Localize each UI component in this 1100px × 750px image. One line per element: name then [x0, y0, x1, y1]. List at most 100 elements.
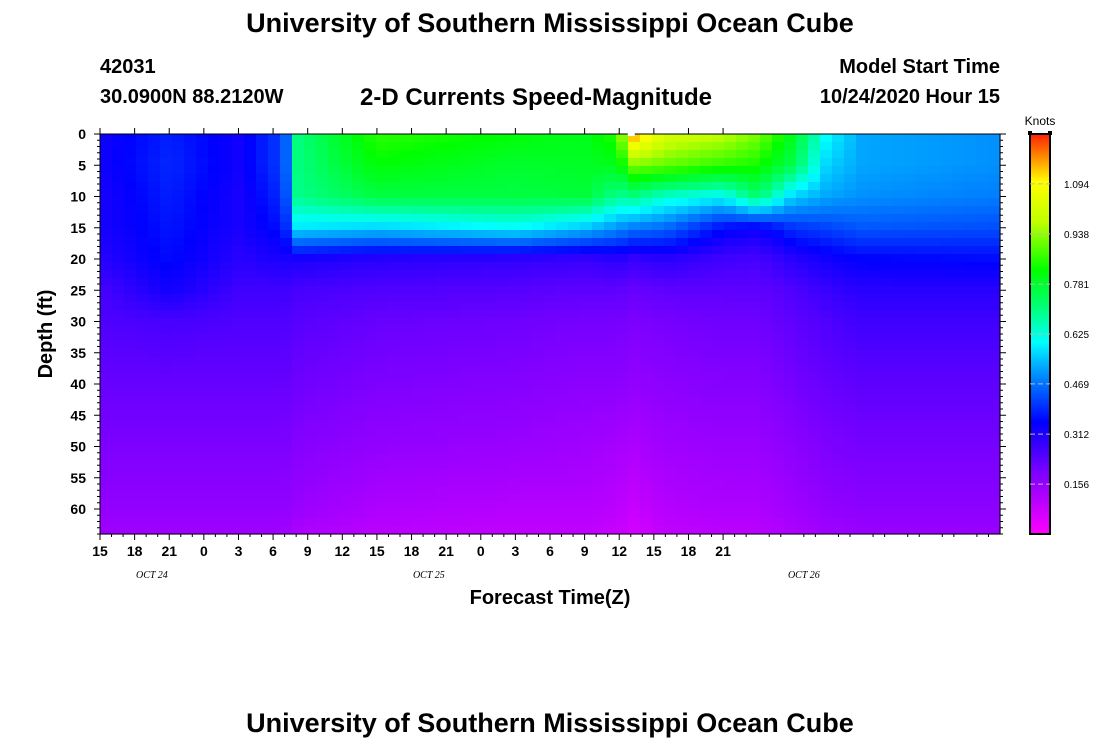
- heatmap-cell: [616, 342, 629, 351]
- heatmap-cell: [496, 502, 509, 511]
- heatmap-cell: [520, 238, 533, 247]
- heatmap-cell: [520, 198, 533, 207]
- heatmap-cell: [136, 526, 149, 535]
- heatmap-cell: [712, 254, 725, 263]
- heatmap-cell: [220, 166, 233, 175]
- heatmap-cell: [388, 342, 401, 351]
- heatmap-cell: [904, 198, 917, 207]
- heatmap-cell: [412, 174, 425, 183]
- heatmap-cell: [892, 278, 905, 287]
- heatmap-cell: [880, 158, 893, 167]
- heatmap-cell: [892, 142, 905, 151]
- heatmap-cell: [676, 326, 689, 335]
- heatmap-cell: [880, 190, 893, 199]
- heatmap-cell: [880, 398, 893, 407]
- heatmap-cell: [136, 134, 149, 143]
- heatmap-cell: [652, 142, 665, 151]
- heatmap-cell: [892, 294, 905, 303]
- heatmap-cell: [352, 222, 365, 231]
- heatmap-cell: [340, 398, 353, 407]
- heatmap-cell: [940, 398, 953, 407]
- heatmap-cell: [460, 270, 473, 279]
- heatmap-cell: [652, 446, 665, 455]
- heatmap-cell: [364, 430, 377, 439]
- heatmap-cell: [328, 462, 341, 471]
- heatmap-cell: [772, 150, 785, 159]
- heatmap-cell: [256, 270, 269, 279]
- heatmap-cell: [568, 254, 581, 263]
- heatmap-cell: [244, 294, 257, 303]
- heatmap-cell: [520, 470, 533, 479]
- heatmap-cell: [856, 462, 869, 471]
- heatmap-cell: [616, 494, 629, 503]
- heatmap-cell: [580, 398, 593, 407]
- heatmap-cell: [352, 238, 365, 247]
- heatmap-cell: [760, 238, 773, 247]
- heatmap-cell: [292, 294, 305, 303]
- heatmap-cell: [568, 334, 581, 343]
- heatmap-cell: [268, 310, 281, 319]
- heatmap-cell: [928, 382, 941, 391]
- heatmap-cell: [364, 342, 377, 351]
- heatmap-cell: [136, 214, 149, 223]
- heatmap-cell: [340, 190, 353, 199]
- heatmap-cell: [916, 414, 929, 423]
- heatmap-cell: [808, 190, 821, 199]
- heatmap-cell: [616, 278, 629, 287]
- heatmap-cell: [244, 414, 257, 423]
- heatmap-cell: [676, 310, 689, 319]
- heatmap-cell: [964, 366, 977, 375]
- heatmap-cell: [664, 134, 677, 143]
- heatmap-cell: [400, 390, 413, 399]
- heatmap-cell: [868, 278, 881, 287]
- heatmap-cell: [388, 286, 401, 295]
- heatmap-cell: [268, 358, 281, 367]
- heatmap-cell: [616, 454, 629, 463]
- heatmap-cell: [592, 382, 605, 391]
- heatmap-cell: [736, 502, 749, 511]
- heatmap-cell: [784, 414, 797, 423]
- heatmap-cell: [460, 382, 473, 391]
- heatmap-cell: [292, 286, 305, 295]
- heatmap-cell: [328, 174, 341, 183]
- heatmap-cell: [664, 510, 677, 519]
- heatmap-cell: [304, 294, 317, 303]
- heatmap-cell: [868, 342, 881, 351]
- heatmap-cell: [676, 454, 689, 463]
- heatmap-cell: [388, 486, 401, 495]
- heatmap-cell: [988, 510, 1001, 519]
- heatmap-cell: [820, 502, 833, 511]
- heatmap-cell: [904, 158, 917, 167]
- heatmap-cell: [928, 374, 941, 383]
- heatmap-cell: [208, 238, 221, 247]
- heatmap-cell: [148, 190, 161, 199]
- heatmap-cell: [460, 518, 473, 527]
- heatmap-cell: [388, 230, 401, 239]
- heatmap-cell: [256, 430, 269, 439]
- heatmap-cell: [916, 518, 929, 527]
- heatmap-cell: [496, 430, 509, 439]
- heatmap-cell: [700, 454, 713, 463]
- heatmap-cell: [484, 526, 497, 535]
- heatmap-cell: [724, 318, 737, 327]
- heatmap-cell: [844, 158, 857, 167]
- heatmap-cell: [820, 206, 833, 215]
- heatmap-cell: [676, 438, 689, 447]
- heatmap-cell: [328, 446, 341, 455]
- heatmap-cell: [448, 358, 461, 367]
- heatmap-cell: [304, 478, 317, 487]
- heatmap-cell: [124, 230, 137, 239]
- heatmap-cell: [364, 134, 377, 143]
- heatmap-cell: [460, 350, 473, 359]
- heatmap-cell: [736, 358, 749, 367]
- y-tick-label: 20: [70, 251, 86, 267]
- heatmap-cell: [616, 350, 629, 359]
- heatmap-cell: [208, 142, 221, 151]
- heatmap-cell: [976, 462, 989, 471]
- heatmap-cell: [448, 246, 461, 255]
- heatmap-cell: [532, 214, 545, 223]
- heatmap-cell: [424, 310, 437, 319]
- heatmap-cell: [268, 246, 281, 255]
- heatmap-cell: [364, 446, 377, 455]
- heatmap-cell: [400, 254, 413, 263]
